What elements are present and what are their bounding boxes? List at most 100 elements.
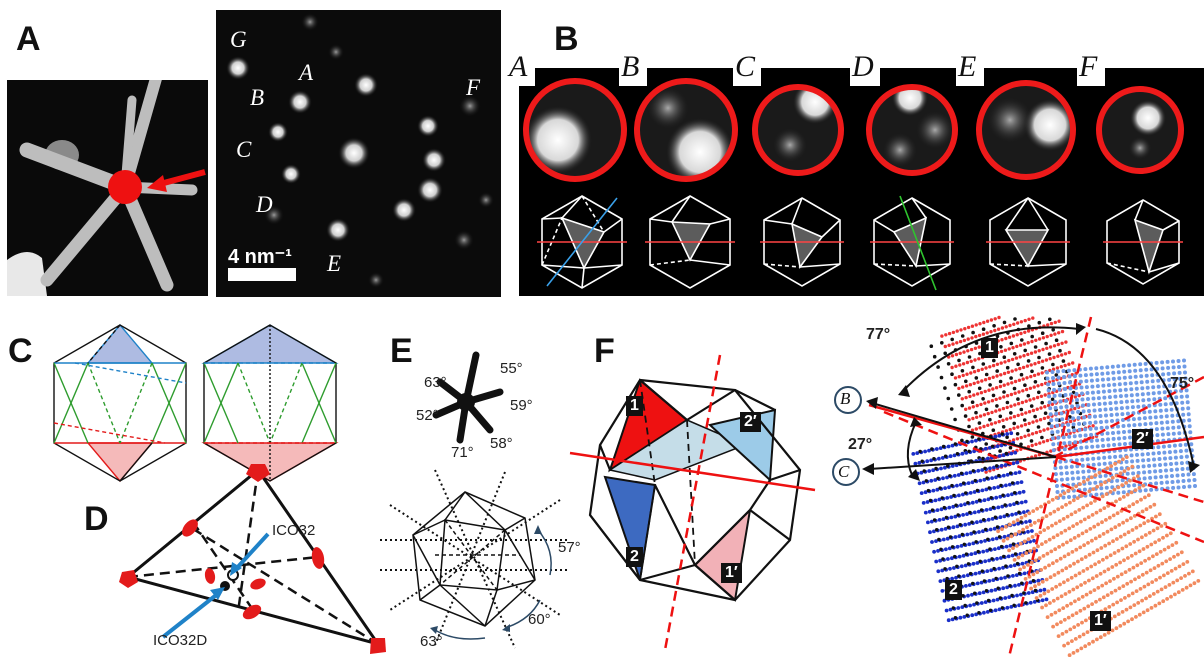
- lattice-dot: [989, 330, 993, 334]
- panel-letter-d: D: [84, 500, 109, 538]
- lattice-dot: [1040, 400, 1044, 405]
- lattice-dot: [1110, 419, 1114, 423]
- lattice-dot: [1070, 410, 1075, 415]
- lattice-dot: [1019, 372, 1024, 377]
- lattice-dot: [999, 443, 1004, 448]
- lattice-dot: [1008, 503, 1012, 507]
- lattice-dot: [944, 333, 948, 337]
- lattice-dot: [995, 597, 1000, 602]
- lattice-dot: [951, 342, 955, 346]
- lattice-dot: [1116, 364, 1121, 369]
- lattice-dot: [1067, 653, 1072, 657]
- lattice-dot: [1185, 560, 1190, 564]
- lattice-dot: [1046, 323, 1050, 327]
- lattice-dot: [1166, 371, 1171, 376]
- lattice-dot: [932, 354, 937, 359]
- lattice-dot: [1013, 317, 1017, 321]
- lattice-dot: [1079, 646, 1084, 651]
- lattice-dot: [1095, 378, 1100, 383]
- lattice-dot: [1192, 478, 1197, 482]
- lattice-dot: [1085, 503, 1089, 508]
- lattice-dot: [982, 498, 987, 503]
- lattice-dot: [958, 615, 963, 620]
- lattice-dot: [1121, 584, 1126, 588]
- lattice-dot: [1080, 391, 1084, 396]
- lattice-dot: [953, 535, 958, 539]
- lattice-dot: [1159, 480, 1164, 485]
- lattice-dot: [1102, 395, 1107, 400]
- lattice-dot: [963, 502, 967, 507]
- lattice-dot: [944, 547, 948, 552]
- lattice-dot: [961, 574, 966, 578]
- lattice-dot: [958, 523, 962, 527]
- lattice-dot: [1040, 598, 1045, 603]
- lattice-dot: [1019, 480, 1024, 484]
- lattice-dot: [1047, 400, 1052, 405]
- lattice-dot: [1008, 471, 1013, 475]
- lattice-dot: [1116, 424, 1120, 429]
- lattice-dot: [969, 552, 974, 556]
- lattice-dot: [1079, 557, 1084, 562]
- lattice-dot: [1014, 512, 1018, 516]
- lattice-dot: [1111, 602, 1116, 607]
- lattice-dot: [1179, 576, 1183, 580]
- lattice-dot: [988, 417, 992, 422]
- lattice-dot: [1078, 482, 1082, 486]
- lattice-dot: [1160, 360, 1165, 365]
- lattice-dot: [1179, 461, 1184, 466]
- lattice-dot: [911, 452, 916, 456]
- lattice-dot: [1071, 651, 1076, 655]
- lattice-dot: [1158, 549, 1163, 554]
- lattice-dot: [1093, 414, 1097, 419]
- lattice-dot: [1019, 520, 1023, 524]
- lattice-dot: [1045, 346, 1049, 350]
- lattice-dot: [943, 527, 948, 531]
- lattice-dot: [1040, 331, 1045, 335]
- lattice-dot: [1052, 573, 1057, 577]
- lattice-dot: [1023, 434, 1027, 438]
- lattice-dot: [943, 351, 947, 356]
- lattice-dot: [1135, 563, 1140, 568]
- lattice-dot: [1100, 371, 1105, 376]
- lattice-dot: [1073, 406, 1077, 411]
- lattice-dot: [1068, 538, 1073, 543]
- lattice-dot: [1037, 320, 1042, 325]
- lattice-dot: [1060, 353, 1064, 357]
- lattice-dot: [995, 556, 999, 561]
- lattice-dot: [1023, 330, 1027, 334]
- lattice-dot: [1106, 443, 1111, 448]
- lattice-dot: [1046, 427, 1050, 431]
- lattice-dot: [1114, 562, 1119, 567]
- lattice-dot: [1075, 522, 1079, 526]
- lattice-dot: [1088, 420, 1093, 425]
- lattice-dot: [973, 551, 978, 556]
- lattice-dot: [1165, 597, 1169, 601]
- lattice-dot: [978, 414, 983, 418]
- lattice-dot: [999, 345, 1003, 349]
- lattice-dot: [1124, 459, 1129, 464]
- lattice-dot: [1053, 466, 1058, 471]
- direction-label-c: C: [838, 462, 850, 481]
- lattice-dot: [1030, 443, 1034, 448]
- lattice-dot: [990, 517, 995, 521]
- lattice-dot: [1108, 467, 1113, 472]
- lattice-dot: [1019, 435, 1023, 440]
- lattice-dot: [967, 583, 972, 587]
- lattice-dot: [1030, 339, 1034, 344]
- star-shape: [432, 351, 504, 444]
- lattice-dot: [1026, 591, 1031, 595]
- lattice-dot: [1159, 474, 1164, 479]
- lattice-dot: [995, 464, 999, 468]
- lattice-dot: [1013, 532, 1018, 536]
- lattice-dot: [1001, 473, 1006, 478]
- lattice-dot: [1135, 500, 1139, 504]
- lattice-dot: [937, 497, 942, 502]
- lattice-dot: [942, 598, 947, 603]
- lattice-dot: [1038, 429, 1042, 434]
- lattice-dot: [934, 466, 938, 471]
- lattice-dot: [919, 470, 924, 475]
- lattice-dot: [930, 508, 935, 512]
- lattice-dot: [1102, 633, 1107, 637]
- lattice-dot: [1031, 509, 1036, 513]
- lattice-dot: [997, 433, 1002, 438]
